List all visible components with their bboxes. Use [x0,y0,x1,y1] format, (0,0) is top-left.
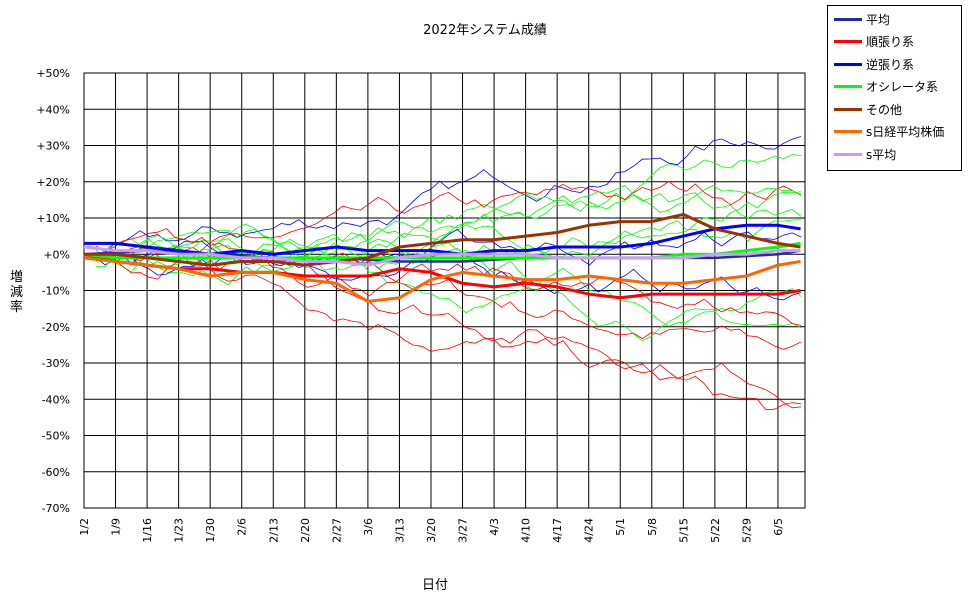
chart-legend: 平均順張り系逆張り系オシレータ系 その他 s日経平均株価 s平均 [827,5,962,171]
legend-label: s日経平均株価 [866,125,945,139]
x-tick-label: 2/20 [299,518,312,543]
y-tick-label: -50% [42,430,70,443]
x-tick-label: 5/22 [709,518,722,543]
legend-label: 平均 [866,12,891,27]
system-line [95,180,802,280]
series-line-1 [83,252,801,300]
legend-entry: 平均 [834,8,962,30]
x-tick-label: 5/8 [646,518,659,536]
x-tick-label: 3/13 [393,518,406,543]
system-line [95,246,802,411]
x-tick-label: 3/27 [457,518,470,543]
x-tick-label: 4/3 [488,518,501,536]
x-tick-label: 6/5 [772,518,785,536]
y-tick-label: -70% [42,502,70,515]
legend-entry: その他 [834,98,962,120]
x-tick-label: 2/6 [236,518,249,536]
system-line [95,136,802,262]
chart-title: 2022年システム成績 [423,23,547,38]
legend-swatch [834,62,862,66]
x-tick-label: 1/23 [173,518,186,543]
series-line-5 [83,256,801,303]
y-tick-label: +40% [36,103,70,116]
legend-entry: s日経平均株価 [834,121,962,143]
legend-entry: オシレータ系 [834,76,962,98]
x-tick-label: 1/2 [78,518,91,536]
x-tick-label: 5/29 [740,518,753,543]
system-line [95,245,802,409]
series-line-6 [83,245,801,267]
legend-entry: 逆張り系 [834,53,962,75]
x-tick-label: 1/16 [141,518,154,543]
series-line-3 [83,241,801,260]
y-tick-label: -60% [42,466,70,479]
y-tick-label: +10% [36,212,70,225]
x-tick-label: 1/30 [204,518,217,543]
legend-swatch [834,40,862,43]
x-tick-label: 4/10 [520,518,533,543]
y-tick-label: +0% [43,248,70,261]
x-tick-label: 5/15 [677,518,690,543]
legend-label: その他 [866,102,903,117]
legend-label: オシレータ系 [866,80,939,94]
series-line-4 [84,212,801,267]
legend-entry: s平均 [834,143,962,165]
x-tick-label: 5/1 [614,518,627,536]
x-tick-label: 4/17 [551,518,564,543]
legend-swatch [834,107,862,111]
legend-swatch [834,85,862,88]
y-tick-label: +50% [36,67,70,80]
x-axis-label: 日付 [421,578,448,593]
y-tick-label: -30% [42,357,70,370]
y-tick-label: -10% [42,285,70,298]
x-tick-label: 3/6 [362,518,375,536]
y-tick-label: -40% [42,393,70,406]
legend-label: 順張り系 [866,35,915,49]
legend-label: 逆張り系 [866,57,915,72]
legend-swatch [834,152,862,156]
x-tick-label: 1/9 [110,518,123,536]
system-line [95,191,802,259]
x-tick-label: 2/13 [267,518,280,543]
legend-swatch [834,130,862,133]
legend-entry: 順張り系 [834,31,962,53]
y-axis-label: 増減率 [10,270,24,315]
y-tick-label: -20% [42,321,70,334]
x-tick-label: 3/20 [425,518,438,543]
x-tick-label: 4/24 [583,518,596,543]
y-tick-label: +20% [36,176,70,189]
system-line [95,228,802,326]
system-line [95,154,802,273]
legend-swatch [834,17,862,21]
legend-label: s平均 [866,147,897,162]
y-tick-label: +30% [36,140,70,153]
system-line [95,240,802,301]
system-line [95,192,802,258]
x-tick-label: 2/27 [330,518,343,543]
